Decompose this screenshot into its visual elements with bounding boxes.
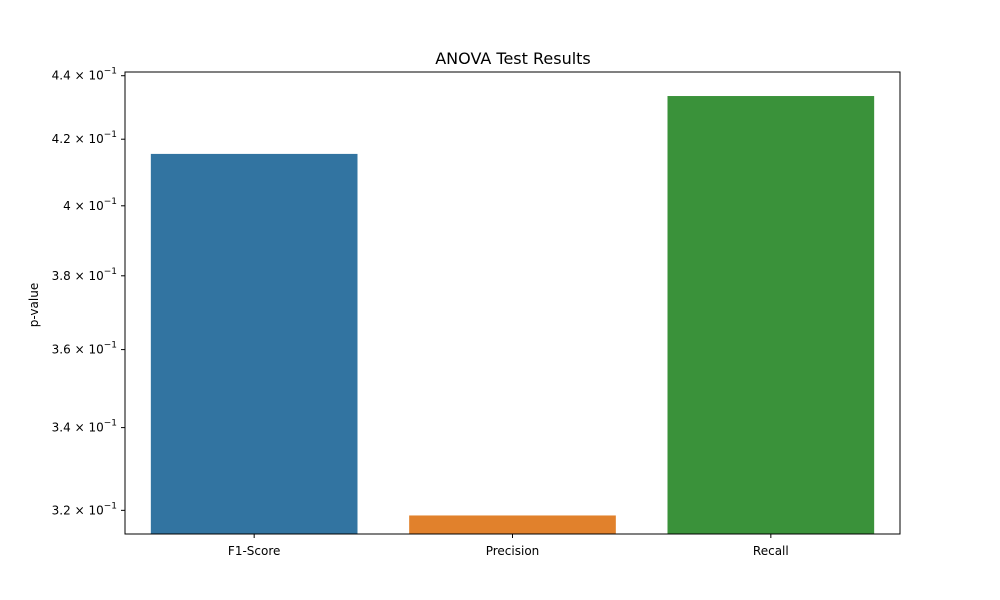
- bar-recall: [667, 96, 875, 535]
- y-tick-label: 4.2 × 10−1: [52, 130, 117, 146]
- bar-f1-score: [150, 153, 358, 535]
- bar-precision: [409, 515, 616, 534]
- x-ticks-group: F1-Score Precision Recall: [228, 534, 789, 558]
- bars-group: [150, 96, 875, 535]
- y-axis-label: p-value: [27, 283, 41, 327]
- x-tick-label: F1-Score: [228, 544, 280, 558]
- x-tick-label: Precision: [486, 544, 540, 558]
- x-tick-label: Recall: [753, 544, 789, 558]
- y-tick-label: 4 × 10−1: [63, 197, 117, 213]
- y-tick-label: 3.6 × 10−1: [52, 341, 117, 357]
- y-tick-label: 4.4 × 10−1: [52, 67, 117, 83]
- chart-title: ANOVA Test Results: [435, 49, 591, 68]
- y-tick-label: 3.2 × 10−1: [52, 501, 117, 517]
- plot-frame: [124, 71, 901, 535]
- y-ticks-group: 3.2 × 10−1 3.4 × 10−1 3.6 × 10−1 3.8 × 10−1…: [52, 67, 125, 517]
- y-tick-label: 3.8 × 10−1: [52, 267, 117, 283]
- y-tick-label: 3.4 × 10−1: [52, 419, 117, 435]
